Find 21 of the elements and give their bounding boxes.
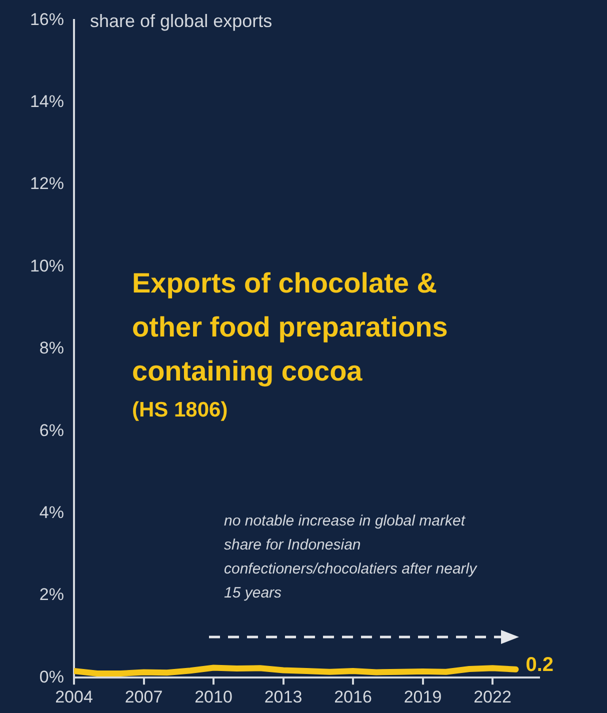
- x-tick-label: 2007: [124, 687, 163, 706]
- y-tick-label: 10%: [30, 256, 64, 276]
- y-tick-label: 0%: [39, 667, 64, 686]
- y-tick-label: 12%: [30, 174, 64, 194]
- x-tick-label: 2013: [264, 687, 302, 706]
- x-tick-label: 2010: [194, 687, 232, 706]
- x-tick-label: 2019: [404, 687, 442, 706]
- x-tick-label: 2022: [474, 687, 512, 706]
- y-axis-title: share of global exports: [90, 11, 272, 32]
- text: Exports of chocolate & other food preparations containing cocoa: [132, 267, 448, 386]
- y-tick-label: 2%: [39, 585, 64, 604]
- y-tick-label: 4%: [39, 502, 64, 522]
- x-tick-label: 2004: [55, 687, 93, 706]
- data-label: 0.2: [526, 654, 554, 676]
- annotation: no notable increase in global market share for Indonesian confectioners/chocolatiers after nearly 15 years: [224, 512, 478, 602]
- x-tick-label: 2016: [334, 687, 372, 706]
- y-tick-label: 8%: [39, 338, 64, 358]
- text: (HS 1806): [132, 398, 228, 422]
- y-tick-label: 14%: [30, 92, 64, 112]
- y-tick-label: 6%: [39, 420, 64, 440]
- y-tick-label: 16%: [30, 10, 64, 29]
